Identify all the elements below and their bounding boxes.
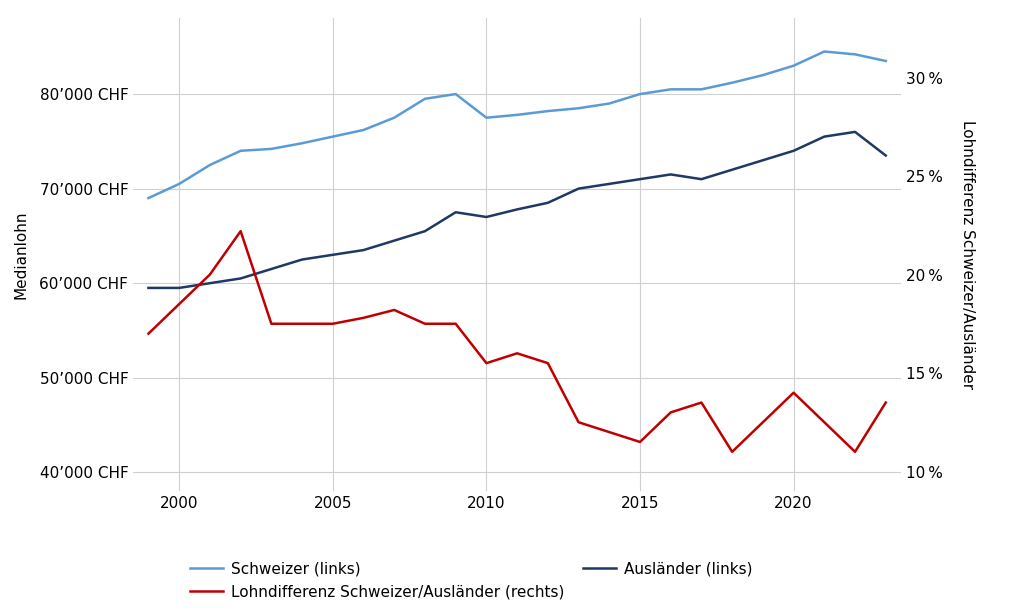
Schweizer (links) [757,71,769,79]
Schweizer (links) [234,147,247,155]
Lohndifferenz Schweizer/Ausländer (rechts) [665,409,677,416]
Ausländer (links) [726,166,738,173]
Ausländer (links) [603,181,615,188]
Lohndifferenz Schweizer/Ausländer (rechts) [265,320,278,327]
Ausländer (links) [665,171,677,178]
Ausländer (links) [818,133,830,141]
Ausländer (links) [357,246,370,254]
Ausländer (links) [419,227,431,235]
Schweizer (links) [419,95,431,103]
Lohndifferenz Schweizer/Ausländer (rechts) [634,438,646,446]
Ausländer (links) [572,185,585,192]
Schweizer (links) [296,139,308,147]
Ausländer (links) [173,284,185,292]
Schweizer (links) [327,133,339,141]
Schweizer (links) [450,90,462,98]
Lohndifferenz Schweizer/Ausländer (rechts) [296,320,308,327]
Ausländer (links) [204,279,216,287]
Ausländer (links) [787,147,800,155]
Ausländer (links) [142,284,155,292]
Schweizer (links) [665,85,677,93]
Schweizer (links) [511,111,523,119]
Schweizer (links) [357,126,370,134]
Lohndifferenz Schweizer/Ausländer (rechts) [173,300,185,308]
Ausländer (links) [388,237,400,244]
Ausländer (links) [234,275,247,282]
Ausländer (links) [542,199,554,206]
Schweizer (links) [818,48,830,55]
Schweizer (links) [726,79,738,87]
Lohndifferenz Schweizer/Ausländer (rechts) [357,314,370,322]
Ausländer (links) [265,265,278,273]
Schweizer (links) [787,62,800,69]
Line: Schweizer (links): Schweizer (links) [148,52,886,198]
Ausländer (links) [480,213,493,220]
Ausländer (links) [511,206,523,213]
Schweizer (links) [603,100,615,107]
Ausländer (links) [849,128,861,136]
Ausländer (links) [695,176,708,183]
Ausländer (links) [296,256,308,263]
Lohndifferenz Schweizer/Ausländer (rechts) [880,399,892,406]
Lohndifferenz Schweizer/Ausländer (rechts) [757,419,769,426]
Lohndifferenz Schweizer/Ausländer (rechts) [787,389,800,397]
Lohndifferenz Schweizer/Ausländer (rechts) [572,419,585,426]
Lohndifferenz Schweizer/Ausländer (rechts) [419,320,431,327]
Lohndifferenz Schweizer/Ausländer (rechts) [818,419,830,426]
Lohndifferenz Schweizer/Ausländer (rechts) [849,448,861,456]
Line: Lohndifferenz Schweizer/Ausländer (rechts): Lohndifferenz Schweizer/Ausländer (recht… [148,231,886,452]
Schweizer (links) [634,90,646,98]
Ausländer (links) [757,157,769,164]
Line: Ausländer (links): Ausländer (links) [148,132,886,288]
Schweizer (links) [572,104,585,112]
Schweizer (links) [388,114,400,122]
Lohndifferenz Schweizer/Ausländer (rechts) [234,228,247,235]
Lohndifferenz Schweizer/Ausländer (rechts) [726,448,738,456]
Lohndifferenz Schweizer/Ausländer (rechts) [695,399,708,406]
Schweizer (links) [849,51,861,58]
Y-axis label: Lohndifferenz Schweizer/Ausländer: Lohndifferenz Schweizer/Ausländer [959,120,975,389]
Ausländer (links) [880,152,892,159]
Schweizer (links) [204,161,216,169]
Lohndifferenz Schweizer/Ausländer (rechts) [204,271,216,278]
Lohndifferenz Schweizer/Ausländer (rechts) [603,429,615,436]
Lohndifferenz Schweizer/Ausländer (rechts) [388,306,400,314]
Ausländer (links) [450,209,462,216]
Schweizer (links) [480,114,493,122]
Legend: Schweizer (links), Lohndifferenz Schweizer/Ausländer (rechts), Ausländer (links): Schweizer (links), Lohndifferenz Schweiz… [183,556,759,605]
Lohndifferenz Schweizer/Ausländer (rechts) [480,359,493,367]
Schweizer (links) [265,146,278,153]
Lohndifferenz Schweizer/Ausländer (rechts) [450,320,462,327]
Lohndifferenz Schweizer/Ausländer (rechts) [327,320,339,327]
Schweizer (links) [542,107,554,115]
Lohndifferenz Schweizer/Ausländer (rechts) [511,349,523,357]
Y-axis label: Medianlohn: Medianlohn [13,211,29,299]
Schweizer (links) [880,57,892,64]
Ausländer (links) [634,176,646,183]
Lohndifferenz Schweizer/Ausländer (rechts) [542,359,554,367]
Schweizer (links) [695,85,708,93]
Schweizer (links) [173,181,185,188]
Schweizer (links) [142,195,155,202]
Lohndifferenz Schweizer/Ausländer (rechts) [142,330,155,337]
Ausländer (links) [327,251,339,258]
